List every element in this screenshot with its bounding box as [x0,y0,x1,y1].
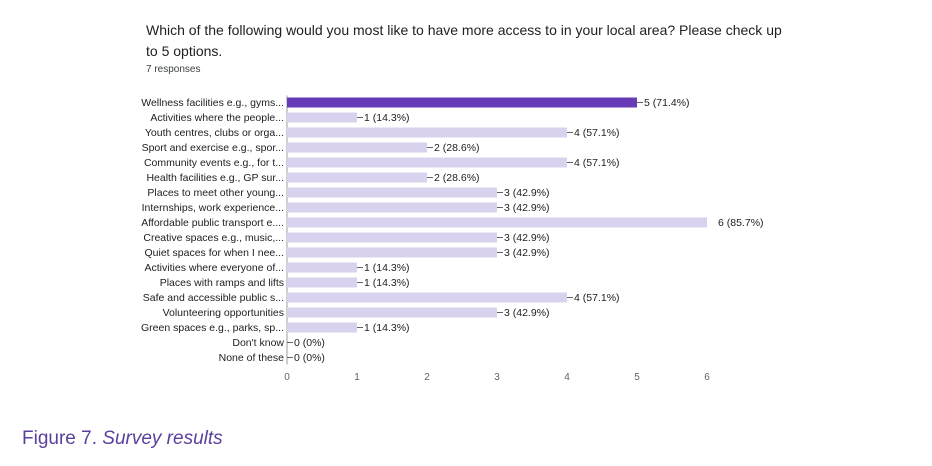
bar [287,247,497,258]
data-label: 5 (71.4%) [644,97,690,109]
x-tick-label: 1 [354,372,360,383]
bar [287,97,637,108]
bar [287,142,427,153]
x-tick-label: 3 [494,372,500,383]
bar [287,277,357,288]
data-label: 3 (42.9%) [504,202,550,214]
question-text: Which of the following would you most li… [146,22,782,59]
bar [287,172,427,183]
bar [287,187,497,198]
category-label: None of these [219,352,285,364]
figure-caption-title: Survey results [102,428,223,449]
data-label: 1 (14.3%) [364,262,410,274]
category-label: Affordable public transport e.... [141,217,284,229]
category-label: Safe and accessible public s... [143,292,284,304]
x-tick-label: 0 [284,372,290,383]
category-label: Green spaces e.g., parks, sp... [141,322,284,334]
data-label: 4 (57.1%) [574,292,620,304]
category-label: Creative spaces e.g., music,... [143,232,284,244]
data-label: 3 (42.9%) [504,187,550,199]
x-tick-label: 4 [564,372,570,383]
data-label: 2 (28.6%) [434,142,480,154]
category-label: Activities where the people... [150,112,284,124]
category-label: Volunteering opportunities [163,307,284,319]
bar [287,127,567,138]
data-label: 2 (28.6%) [434,172,480,184]
data-label: 3 (42.9%) [504,232,550,244]
bar [287,157,567,168]
x-tick-label: 5 [634,372,640,383]
data-label: 1 (14.3%) [364,322,410,334]
data-label: 3 (42.9%) [504,307,550,319]
figure-caption: Figure 7. Survey results [22,428,223,450]
category-label: Youth centres, clubs or orga... [145,127,284,139]
data-label: 1 (14.3%) [364,112,410,124]
category-label: Places to meet other young... [147,187,284,199]
bar [287,202,497,213]
bar [287,232,497,243]
category-label: Quiet spaces for when I nee... [145,247,285,259]
category-label: Activities where everyone of... [145,262,284,274]
bar [287,217,707,228]
data-label: 3 (42.9%) [504,247,550,259]
bar [287,322,357,333]
category-label: Don't know [232,337,284,349]
category-label: Internships, work experience... [142,202,284,214]
bar [287,262,357,273]
data-label: 6 (85.7%) [718,217,764,229]
figure-caption-label: Figure 7. [22,428,97,449]
bar [287,307,497,318]
data-label: 1 (14.3%) [364,277,410,289]
category-label: Wellness facilities e.g., gyms... [141,97,284,109]
category-label: Places with ramps and lifts [160,277,284,289]
category-label: Community events e.g., for t... [144,157,284,169]
x-tick-label: 2 [424,372,430,383]
bar [287,112,357,123]
x-tick-label: 6 [704,372,710,383]
bar [287,292,567,303]
data-label: 0 (0%) [294,352,325,364]
category-label: Health facilities e.g., GP sur... [146,172,284,184]
responses-count: 7 responses [146,64,201,75]
data-label: 4 (57.1%) [574,157,620,169]
category-label: Sport and exercise e.g., spor... [142,142,284,154]
bar-chart: Wellness facilities e.g., gyms... 5 (71.4… [141,95,764,383]
data-label: 4 (57.1%) [574,127,620,139]
data-label: 0 (0%) [294,337,325,349]
